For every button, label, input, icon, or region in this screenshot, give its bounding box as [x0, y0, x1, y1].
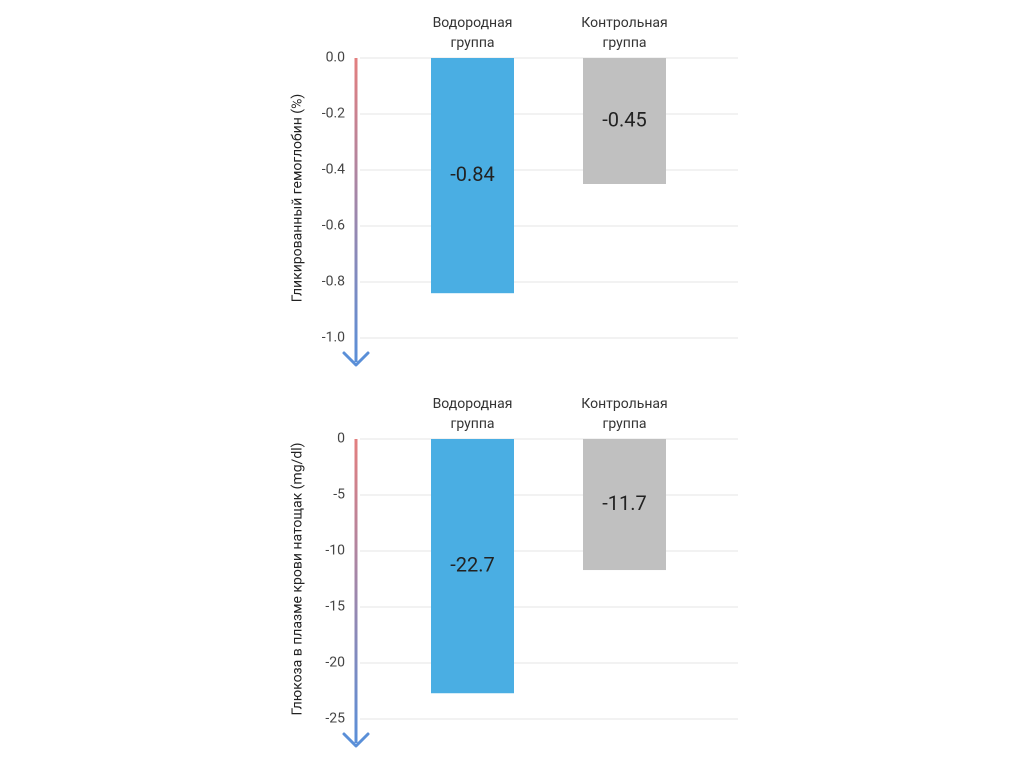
axis-arrow [342, 351, 370, 367]
y-tick-label: -10 [325, 543, 345, 559]
bar [431, 439, 514, 694]
y-tick-label: -25 [325, 711, 345, 727]
bar [583, 58, 666, 184]
y-tick-label: -0.4 [322, 162, 345, 178]
y-axis [354, 58, 358, 362]
value-label: -11.7 [602, 491, 647, 515]
y-axis [354, 439, 358, 743]
y-tick-label: -15 [325, 599, 345, 615]
y-tick-label: 0.0 [326, 50, 346, 66]
value-label: -22.7 [450, 552, 495, 576]
y-axis-label: Гликированный гемоглобин (%) [290, 94, 306, 302]
value-label: -0.84 [450, 162, 495, 186]
y-tick-label: -0.2 [322, 106, 345, 122]
bar [583, 439, 666, 571]
y-tick-label: -0.8 [322, 274, 345, 290]
y-tick-label: -20 [325, 655, 345, 671]
category-label: Контрольная группа [581, 15, 668, 51]
y-axis-label: Глюкоза в плазме крови натощак (mg/dl) [290, 442, 306, 715]
category-label: Водородная группа [432, 396, 513, 432]
value-label: -0.45 [602, 107, 647, 131]
y-tick-label: 0 [337, 431, 345, 447]
y-tick-label: -5 [333, 487, 345, 503]
y-tick-label: -0.6 [322, 218, 345, 234]
y-tick-label: -1.0 [322, 330, 345, 346]
bar [431, 58, 514, 294]
category-label: Водородная группа [432, 15, 513, 51]
axis-arrow [342, 732, 370, 748]
category-label: Контрольная группа [581, 396, 668, 432]
